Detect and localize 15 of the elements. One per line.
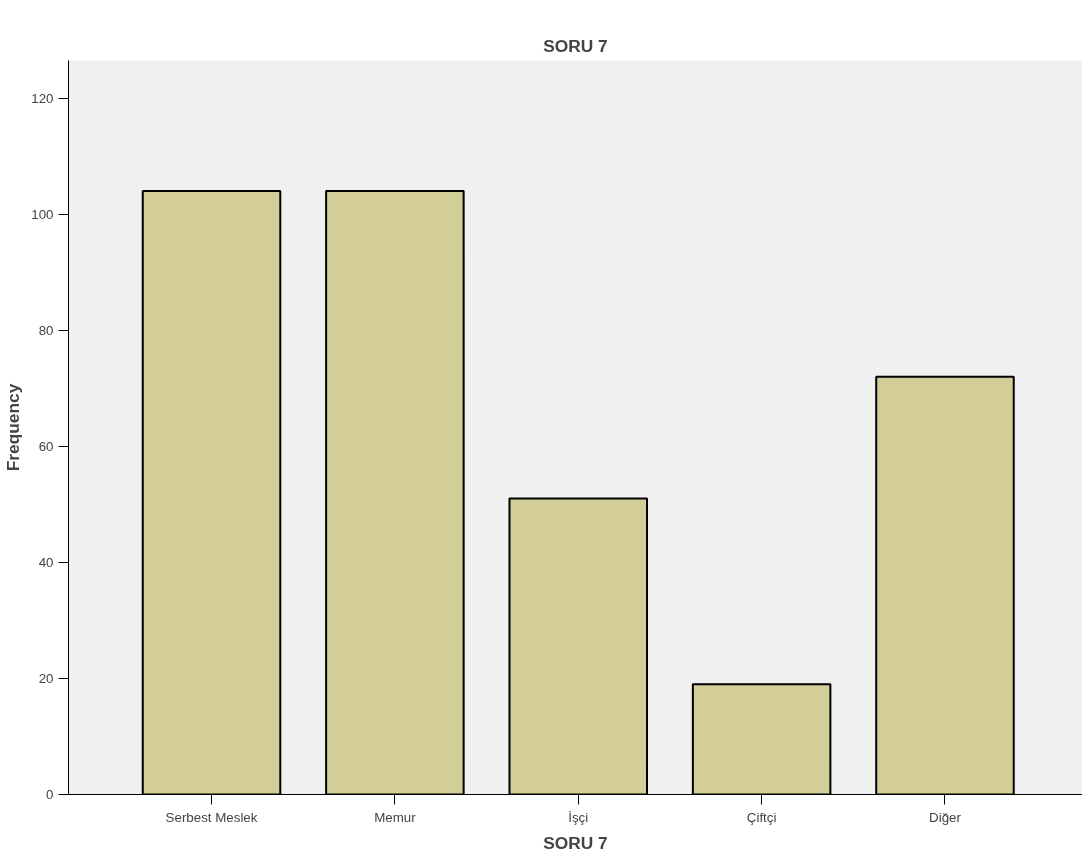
x-axis-title: SORU 7 <box>543 832 608 853</box>
y-tick-label: 0 <box>46 787 54 802</box>
chart-title: SORU 7 <box>543 35 608 56</box>
x-tick-label: Diğer <box>929 809 962 825</box>
y-axis-title: Frequency <box>3 383 24 472</box>
y-tick-label: 40 <box>38 554 54 570</box>
x-tick-label: Serbest Meslek <box>165 809 258 825</box>
x-tick-label: İşçi <box>568 809 589 825</box>
y-tick-label: 100 <box>31 206 54 222</box>
y-tick-label: 20 <box>38 670 54 686</box>
x-tick-label: Çiftçi <box>746 809 777 825</box>
y-tick-label: 60 <box>38 438 54 454</box>
y-tick-label: 80 <box>38 322 54 338</box>
y-tick-label: 120 <box>31 90 54 106</box>
x-tick-label: Memur <box>374 809 417 825</box>
